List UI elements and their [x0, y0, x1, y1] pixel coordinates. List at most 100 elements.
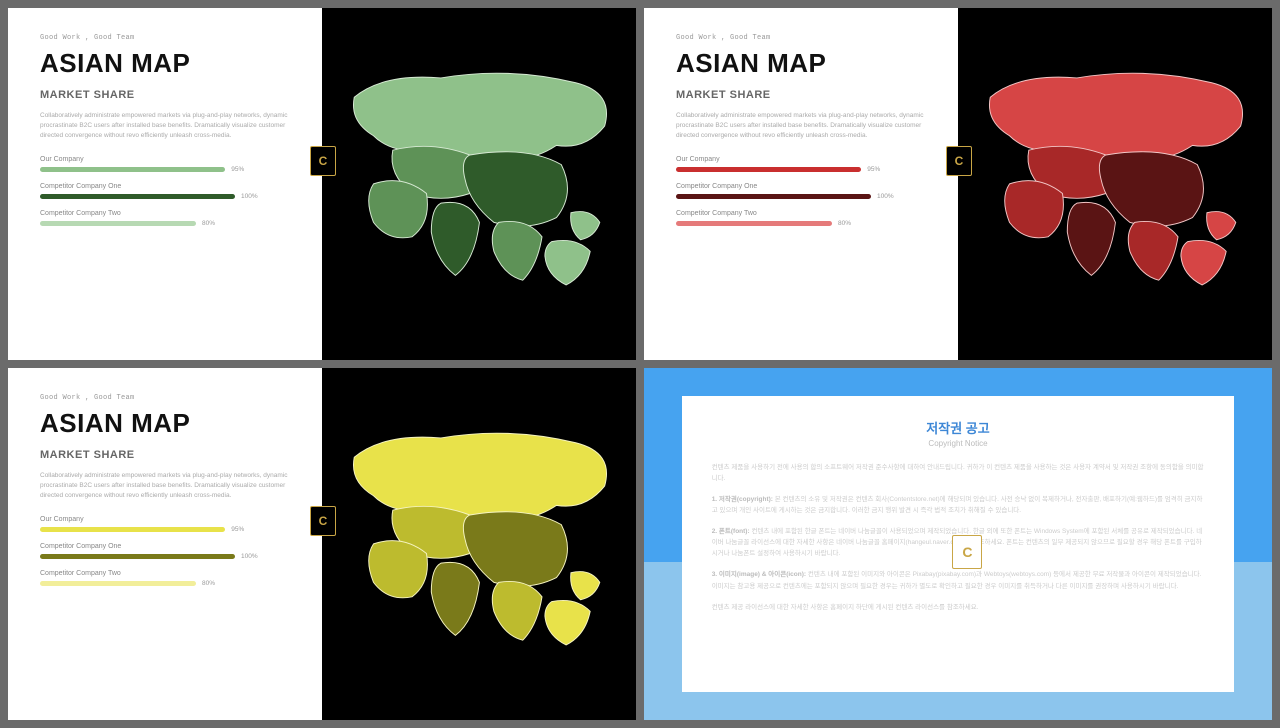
bar-pct: 95%: [867, 166, 880, 173]
map-region: [368, 541, 427, 598]
bar-pct: 95%: [231, 166, 244, 173]
subtitle: MARKET SHARE: [40, 449, 300, 461]
subtitle: MARKET SHARE: [40, 89, 300, 101]
bar-label: Competitor Company Two: [40, 210, 300, 217]
map-region: [431, 562, 479, 635]
slide-left-panel: Good Work , Good Team ASIAN MAP MARKET S…: [8, 8, 322, 360]
slide-green: Good Work , Good Team ASIAN MAP MARKET S…: [8, 8, 636, 360]
page-title: ASIAN MAP: [40, 48, 300, 79]
bar-fill: [40, 554, 235, 559]
slide-red: Good Work , Good Team ASIAN MAP MARKET S…: [644, 8, 1272, 360]
copyright-panel: 저작권 공고 Copyright Notice 컨텐츠 제품을 사용하기 전에 …: [682, 396, 1235, 692]
bar-row: 100%: [40, 553, 300, 560]
bar-fill: [676, 221, 832, 226]
asia-map-icon: [971, 29, 1260, 339]
bar-pct: 95%: [231, 526, 244, 533]
bar-group: Competitor Company One 100%: [676, 183, 936, 200]
bar-label: Our Company: [40, 516, 300, 523]
bar-row: 95%: [40, 166, 300, 173]
map-region: [492, 222, 542, 281]
copyright-paragraph: 컨텐츠 제품을 사용하기 전에 사용의 합의 소프트웨어 저작권 준수사항에 대…: [712, 462, 1205, 484]
bar-group: Competitor Company Two 80%: [40, 570, 300, 587]
bar-row: 95%: [676, 166, 936, 173]
logo-badge: C: [310, 146, 336, 176]
bar-group: Competitor Company One 100%: [40, 183, 300, 200]
bar-label: Our Company: [40, 156, 300, 163]
bar-label: Competitor Company Two: [676, 210, 936, 217]
bar-row: 100%: [40, 193, 300, 200]
slide-copyright: 저작권 공고 Copyright Notice 컨텐츠 제품을 사용하기 전에 …: [644, 368, 1272, 720]
bar-fill: [40, 167, 225, 172]
bar-pct: 100%: [877, 193, 894, 200]
logo-badge: C: [310, 506, 336, 536]
bar-fill: [40, 221, 196, 226]
map-region: [353, 73, 606, 159]
bar-row: 80%: [40, 580, 300, 587]
bar-group: Competitor Company One 100%: [40, 543, 300, 560]
bar-group: Our Company 95%: [676, 156, 936, 173]
map-region: [570, 212, 599, 240]
map-region: [1004, 181, 1063, 238]
map-region: [570, 572, 599, 600]
tagline: Good Work , Good Team: [40, 394, 300, 402]
map-panel: [322, 8, 636, 360]
logo-badge: C: [946, 146, 972, 176]
bar-row: 80%: [40, 220, 300, 227]
description: Collaboratively administrate empowered m…: [676, 111, 936, 140]
map-region: [1128, 222, 1178, 281]
map-region: [989, 73, 1242, 159]
slide-yellow: Good Work , Good Team ASIAN MAP MARKET S…: [8, 368, 636, 720]
bar-row: 95%: [40, 526, 300, 533]
map-region: [1206, 212, 1235, 240]
bar-label: Our Company: [676, 156, 936, 163]
bar-label: Competitor Company Two: [40, 570, 300, 577]
tagline: Good Work , Good Team: [676, 34, 936, 42]
slide-left-panel: Good Work , Good Team ASIAN MAP MARKET S…: [644, 8, 958, 360]
subtitle: MARKET SHARE: [676, 89, 936, 101]
bar-pct: 80%: [838, 220, 851, 227]
bar-pct: 80%: [202, 580, 215, 587]
bar-row: 80%: [676, 220, 936, 227]
map-region: [544, 241, 589, 286]
map-region: [1067, 202, 1115, 275]
copyright-paragraph: 1. 저작권(copyright): 본 컨텐츠의 소유 및 저작권은 컨텐츠 …: [712, 494, 1205, 516]
map-region: [492, 582, 542, 641]
copyright-paragraph: 3. 이미지(image) & 아이콘(icon): 컨텐츠 내에 포함된 이미…: [712, 569, 1205, 591]
map-panel: [958, 8, 1272, 360]
bar-label: Competitor Company One: [676, 183, 936, 190]
slide-left-panel: Good Work , Good Team ASIAN MAP MARKET S…: [8, 368, 322, 720]
bar-fill: [40, 581, 196, 586]
map-panel: [322, 368, 636, 720]
bar-row: 100%: [676, 193, 936, 200]
page-title: ASIAN MAP: [40, 408, 300, 439]
map-region: [1180, 241, 1225, 286]
bar-fill: [40, 527, 225, 532]
copyright-paragraph: 컨텐츠 제공 라이선스에 대한 자세한 사항은 홈페이지 하단에 게시된 컨텐츠…: [712, 602, 1205, 613]
bar-fill: [40, 194, 235, 199]
description: Collaboratively administrate empowered m…: [40, 111, 300, 140]
asia-map-icon: [335, 29, 624, 339]
logo-letter: C: [955, 154, 964, 168]
bar-label: Competitor Company One: [40, 543, 300, 550]
map-region: [353, 433, 606, 519]
logo-letter: C: [319, 514, 328, 528]
map-region: [1099, 152, 1203, 226]
tagline: Good Work , Good Team: [40, 34, 300, 42]
bar-chart: Our Company 95% Competitor Company One 100%…: [40, 156, 300, 227]
logo-letter: C: [319, 154, 328, 168]
bar-fill: [676, 167, 861, 172]
copyright-subtitle: Copyright Notice: [712, 439, 1205, 448]
logo-letter: C: [962, 544, 972, 560]
description: Collaboratively administrate empowered m…: [40, 471, 300, 500]
map-region: [431, 202, 479, 275]
bar-group: Our Company 95%: [40, 516, 300, 533]
map-region: [368, 181, 427, 238]
bar-group: Our Company 95%: [40, 156, 300, 173]
asia-map-icon: [335, 389, 624, 699]
page-title: ASIAN MAP: [676, 48, 936, 79]
bar-chart: Our Company 95% Competitor Company One 100%…: [676, 156, 936, 227]
bar-label: Competitor Company One: [40, 183, 300, 190]
bar-group: Competitor Company Two 80%: [676, 210, 936, 227]
bar-pct: 100%: [241, 553, 258, 560]
bar-pct: 80%: [202, 220, 215, 227]
